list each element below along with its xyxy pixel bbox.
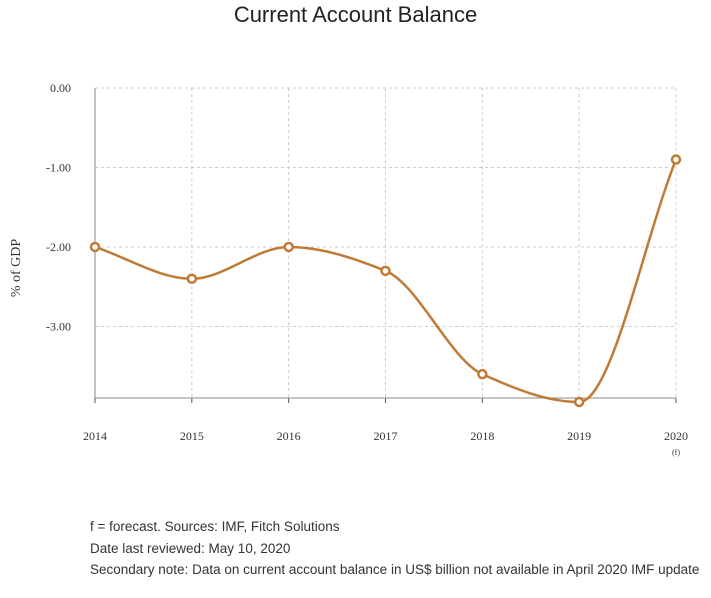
x-tick-labels: 2014 2015 2016 2017 2018 2019 2020 (f): [83, 429, 688, 457]
note-secondary: Secondary note: Data on current account …: [90, 562, 700, 577]
data-point-2019: [573, 396, 585, 408]
data-point-2018: [477, 368, 488, 380]
x-tick-label: 2020: [664, 429, 688, 443]
y-tick-label: -2.00: [46, 240, 71, 254]
x-tick-label: 2019: [567, 429, 591, 443]
y-tick-label: -3.00: [46, 319, 71, 333]
current-account-chart: 0.00 -1.00 -2.00 -3.00 2014 2015 2016 2017 2018…: [9, 81, 688, 457]
chart-notes: f = forecast. Sources: IMF, Fitch Soluti…: [90, 516, 711, 581]
data-point-2020: [670, 154, 682, 165]
data-point-2015: [186, 273, 198, 285]
x-tick-sublabel: (f): [672, 448, 680, 457]
x-tick-label: 2015: [180, 429, 204, 443]
x-tick-label: 2018: [470, 429, 494, 443]
y-axis-label: % of GDP: [9, 239, 24, 298]
data-point-2017: [380, 265, 391, 277]
grid-layer: [94, 87, 677, 398]
data-point-2016: [283, 241, 294, 253]
x-tick-label: 2017: [374, 429, 398, 443]
y-tick-labels: 0.00 -1.00 -2.00 -3.00: [46, 81, 71, 333]
y-tick-label: -1.00: [46, 160, 71, 174]
data-points: [89, 154, 682, 408]
x-tick-label: 2014: [83, 429, 107, 443]
y-tick-label: 0.00: [50, 81, 71, 95]
note-date-reviewed: Date last reviewed: May 10, 2020: [90, 540, 291, 556]
chart-title: Current Account Balance: [233, 2, 478, 27]
x-tick-label: 2016: [277, 429, 301, 443]
note-forecast: f = forecast. Sources: IMF, Fitch Soluti…: [90, 519, 340, 534]
data-point-2014: [89, 241, 101, 253]
